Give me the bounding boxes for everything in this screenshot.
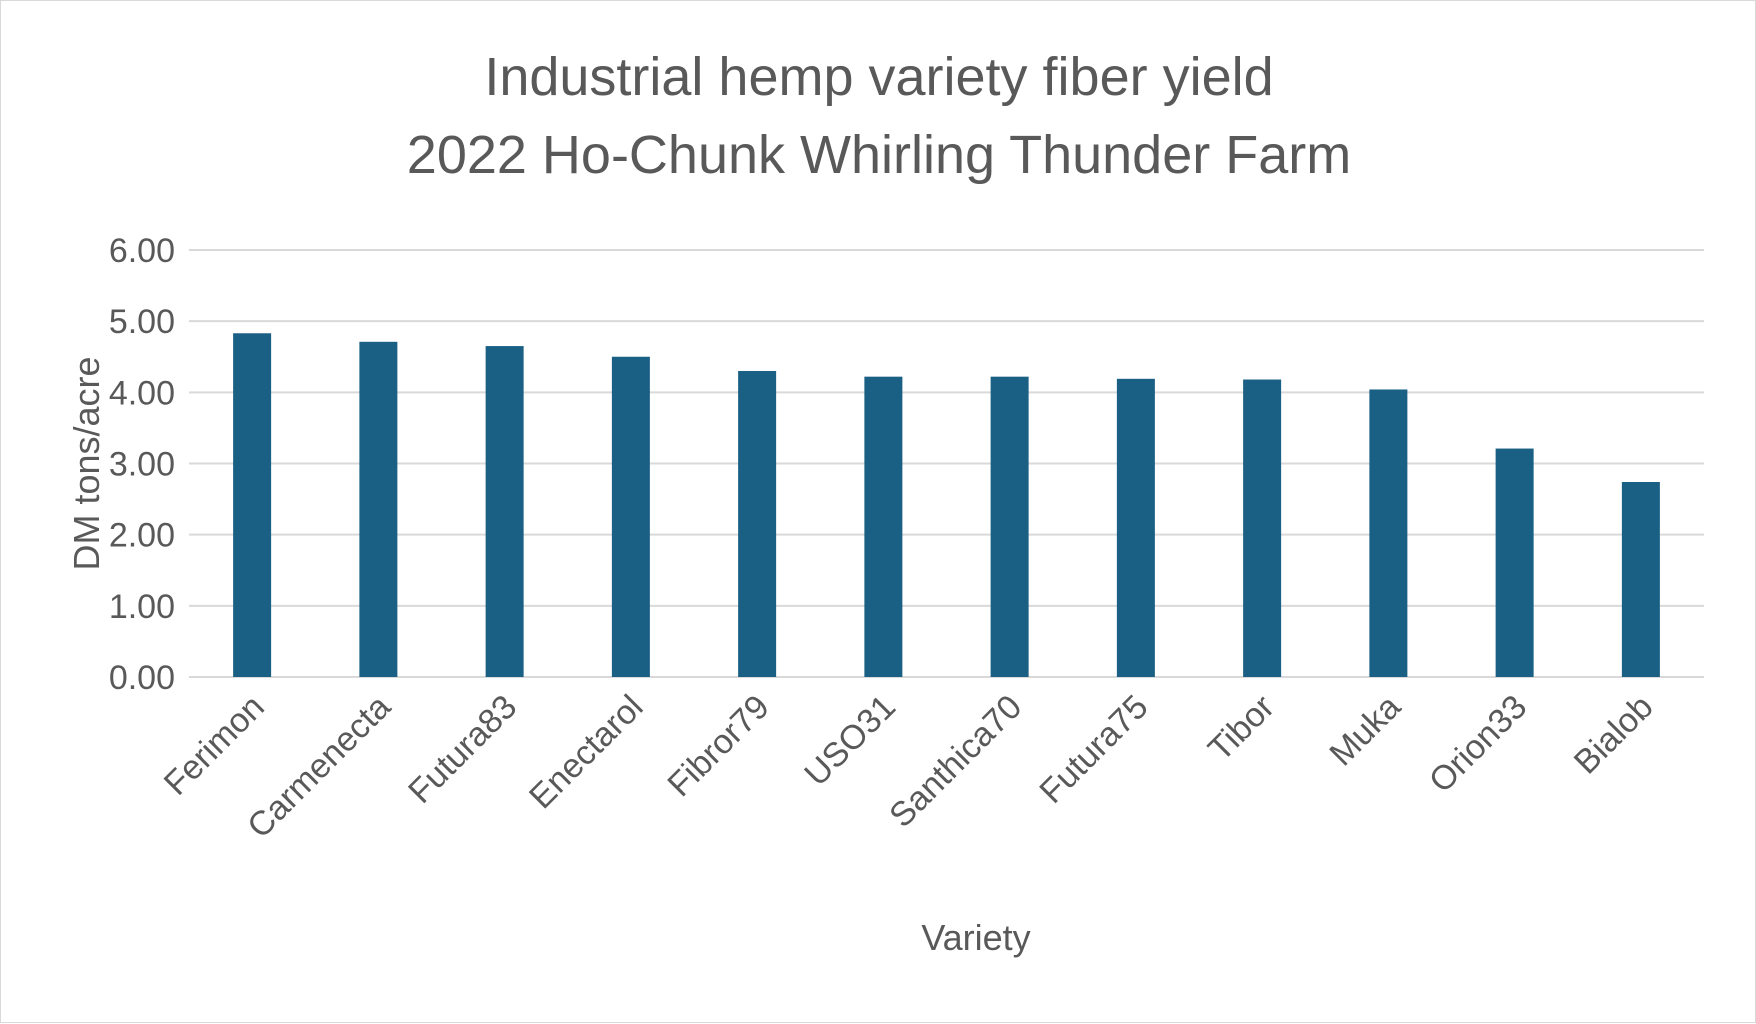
y-axis-ticks: 0.00 1.00 2.00 3.00 4.00 5.00 6.00 [109, 232, 175, 697]
y-tick-label: 6.00 [109, 232, 175, 270]
x-tick-label: Ferimon [157, 688, 272, 803]
bar-orion33 [1495, 448, 1534, 677]
x-axis-title: Variety [921, 917, 1030, 958]
bar-uso31 [864, 376, 903, 677]
y-tick-label: 3.00 [109, 446, 175, 484]
x-tick-label: Bialob [1567, 688, 1661, 782]
x-tick-label: Orion33 [1422, 688, 1534, 800]
bar-enectarol [611, 356, 650, 677]
chart-title-line-2: 2022 Ho-Chunk Whirling Thunder Farm [407, 125, 1351, 185]
x-tick-label: Fibror79 [660, 688, 776, 804]
x-tick-label: Tibor [1201, 688, 1282, 769]
bar-futura83 [485, 346, 524, 677]
x-tick-label: Santhica70 [882, 688, 1029, 835]
bar-muka [1369, 389, 1408, 677]
y-axis-title: DM tons/acre [66, 356, 107, 570]
y-tick-label: 4.00 [109, 374, 175, 412]
bar-bialob [1621, 482, 1660, 677]
bars [233, 333, 1660, 677]
x-tick-label: Muka [1322, 688, 1408, 774]
x-tick-label: Enectarol [522, 688, 650, 816]
y-tick-label: 0.00 [109, 659, 175, 697]
y-tick-label: 5.00 [109, 303, 175, 341]
x-tick-label: Futura83 [401, 688, 524, 811]
bar-tibor [1243, 379, 1282, 677]
x-tick-label: USO31 [797, 688, 903, 794]
chart-title-line-1: Industrial hemp variety fiber yield [484, 47, 1273, 107]
x-tick-label: Futura75 [1032, 688, 1155, 811]
bar-ferimon [233, 333, 272, 677]
bar-carmenecta [359, 341, 398, 677]
y-tick-label: 1.00 [109, 588, 175, 626]
bar-futura75 [1116, 378, 1155, 677]
gridlines [189, 249, 1704, 678]
bar-fibror79 [738, 370, 777, 677]
y-tick-label: 2.00 [109, 517, 175, 555]
bar-santhica70 [990, 376, 1029, 677]
